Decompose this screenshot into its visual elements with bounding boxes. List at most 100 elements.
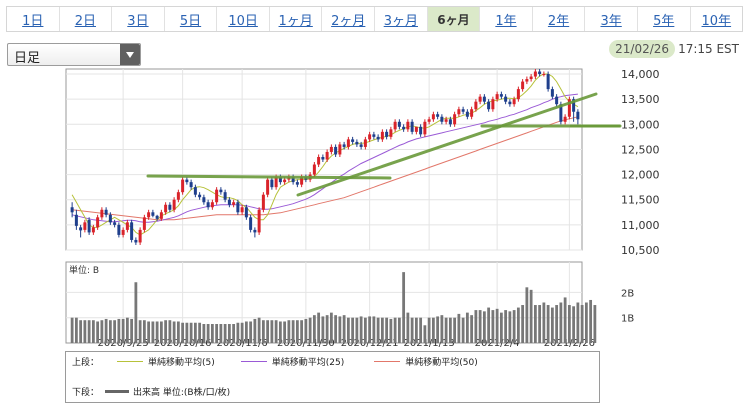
x-tick-label: 2021/2/26 [544,338,595,349]
candle-body [223,192,227,200]
tab-10[interactable]: 2年 [533,7,586,31]
candle-body [253,229,257,233]
volume-bar [436,316,440,343]
volume-bar [334,315,338,343]
candle-body [325,151,329,160]
volume-bar [508,311,512,343]
tab-1[interactable]: 2日 [60,7,113,31]
candle-body [338,144,342,155]
volume-bar [580,305,584,343]
candle-body [423,121,427,135]
candle-body [155,215,159,219]
volume-bar [380,317,384,343]
volume-bar [512,310,516,343]
volume-bar [168,320,172,343]
tab-13[interactable]: 10年 [701,13,732,29]
volume-bar [474,310,478,343]
tab-8[interactable]: 6ヶ月 [427,7,481,31]
volume-bar [74,317,78,343]
x-tick-label: 2020/11/6 [216,338,267,349]
candle-body [266,179,270,195]
volume-bar [308,317,312,343]
volume-bar [542,302,546,343]
tab-6[interactable]: 2ヶ月 [322,7,376,31]
volume-bar [385,317,389,343]
volume-bar [164,320,168,343]
volume-bar [355,317,359,343]
candle-body [508,101,512,105]
candle-body [453,114,457,125]
tab-12[interactable]: 5年 [638,7,691,31]
volume-bar [70,317,74,343]
volume-bar [504,310,508,343]
tab-3[interactable]: 5日 [165,7,218,31]
candle-body [380,131,384,140]
volume-bar [202,324,206,343]
x-tick-label: 2020/12/21 [341,338,399,349]
candle-body [151,212,155,216]
volume-bar [325,315,329,343]
candle-body [193,187,197,195]
tab-9[interactable]: 1年 [480,7,533,31]
volume-bar [555,305,559,343]
legend-volume-label: 出来高 単位:(B株/口/枚) [133,388,231,398]
candle-body [300,177,304,185]
tab-7[interactable]: 3ヶ月 [375,7,428,31]
volume-bar [465,312,469,343]
tab-11[interactable]: 3年 [585,7,638,31]
volume-bar [278,321,282,343]
price-tick-label: 10,500 [621,244,660,257]
candle-body [215,189,219,203]
candle-body [91,227,95,233]
price-tick-label: 13,000 [621,118,660,131]
volume-bar [295,320,299,343]
volume-bar [440,315,444,343]
candle-body [236,202,240,213]
candle-body [346,139,350,147]
candle-body [138,229,142,243]
candle-body [376,136,380,140]
x-tick-label: 2020/9/25 [97,338,148,349]
candle-body [121,229,125,235]
tab-0[interactable]: 1日 [7,7,60,31]
tab-2[interactable]: 3日 [112,7,165,31]
candle-body [329,146,333,152]
volume-bar [215,324,219,343]
tab-4[interactable]: 10日 [217,7,270,31]
candle-body [478,96,482,102]
candle-body [198,194,202,198]
candle-body [113,222,117,225]
candle-body [448,119,452,125]
tab-5[interactable]: 1ヶ月 [270,7,323,31]
legend-upper-label: 上段： [72,358,100,368]
candle-body [559,104,563,122]
volume-bar [414,317,418,343]
volume-bar [550,307,554,343]
candle-body [342,144,346,147]
volume-bar [138,320,142,343]
volume-bar [491,310,495,343]
price-tick-label: 11,000 [621,219,660,232]
volume-bar [338,316,342,343]
candle-body [538,71,542,75]
candle-body [546,74,550,90]
volume-bar [470,315,474,343]
candle-body [440,116,444,122]
volume-bar [453,317,457,343]
volume-bar [147,321,151,343]
volume-bar [593,305,597,343]
volume-bar [457,313,461,343]
volume-bar [274,320,278,343]
volume-bar [142,320,146,343]
candle-body [359,144,363,147]
candle-body [444,119,448,122]
legend-volume-swatch [105,390,130,393]
volume-bar [525,287,529,343]
candle-body [270,179,274,188]
period-select[interactable]: 日足 [7,43,141,66]
volume-bar [91,320,95,343]
volume-bar [359,316,363,343]
chevron-down-icon[interactable] [120,44,140,65]
candle-body [274,177,278,188]
x-tick-label: 2021/2/4 [475,338,520,349]
